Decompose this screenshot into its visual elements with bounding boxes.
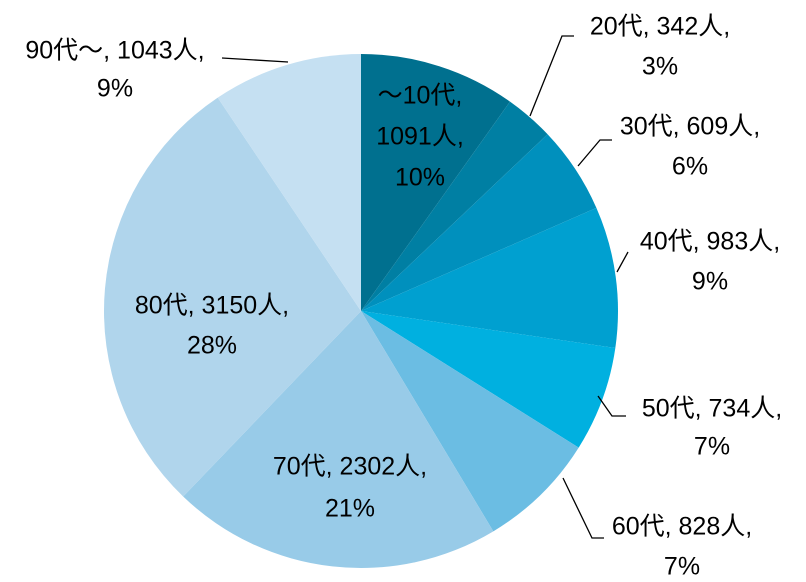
data-label: 3% [642, 53, 678, 81]
data-label: 21% [325, 495, 375, 523]
data-label: 30代, 609人, [620, 113, 760, 141]
leader-line [221, 57, 289, 63]
leader-line [562, 477, 604, 539]
data-label: 7% [694, 433, 730, 461]
pie-slice [183, 311, 494, 569]
data-label: 6% [672, 153, 708, 181]
leader-line [529, 35, 574, 117]
pie-slice [103, 97, 361, 497]
pie-slice [361, 54, 511, 311]
pie-slice [361, 311, 579, 532]
data-label: 50代, 734人, [642, 395, 782, 423]
data-label: 80代, 3150人, [135, 292, 289, 320]
leader-line [597, 395, 626, 417]
data-label: 20代, 342人, [590, 13, 730, 41]
pie-slice [361, 207, 619, 348]
pie-slice [361, 311, 616, 448]
data-label: 7% [664, 553, 700, 581]
leader-line [616, 251, 629, 273]
pie-slice [217, 54, 361, 311]
data-label: 〜10代, [378, 82, 463, 110]
data-label: 90代〜, 1043人, [25, 37, 204, 65]
data-label: 60代, 828人, [612, 513, 752, 541]
data-label: 9% [97, 75, 133, 103]
pie-slice [361, 101, 548, 311]
data-label: 70代, 2302人, [273, 453, 427, 481]
data-label: 40代, 983人, [640, 228, 780, 256]
data-label: 10% [395, 164, 445, 192]
data-label: 9% [692, 268, 728, 296]
leader-line [577, 139, 612, 167]
data-label: 1091人, [376, 123, 464, 151]
data-label: 28% [187, 332, 237, 360]
pie-slice [361, 134, 597, 311]
